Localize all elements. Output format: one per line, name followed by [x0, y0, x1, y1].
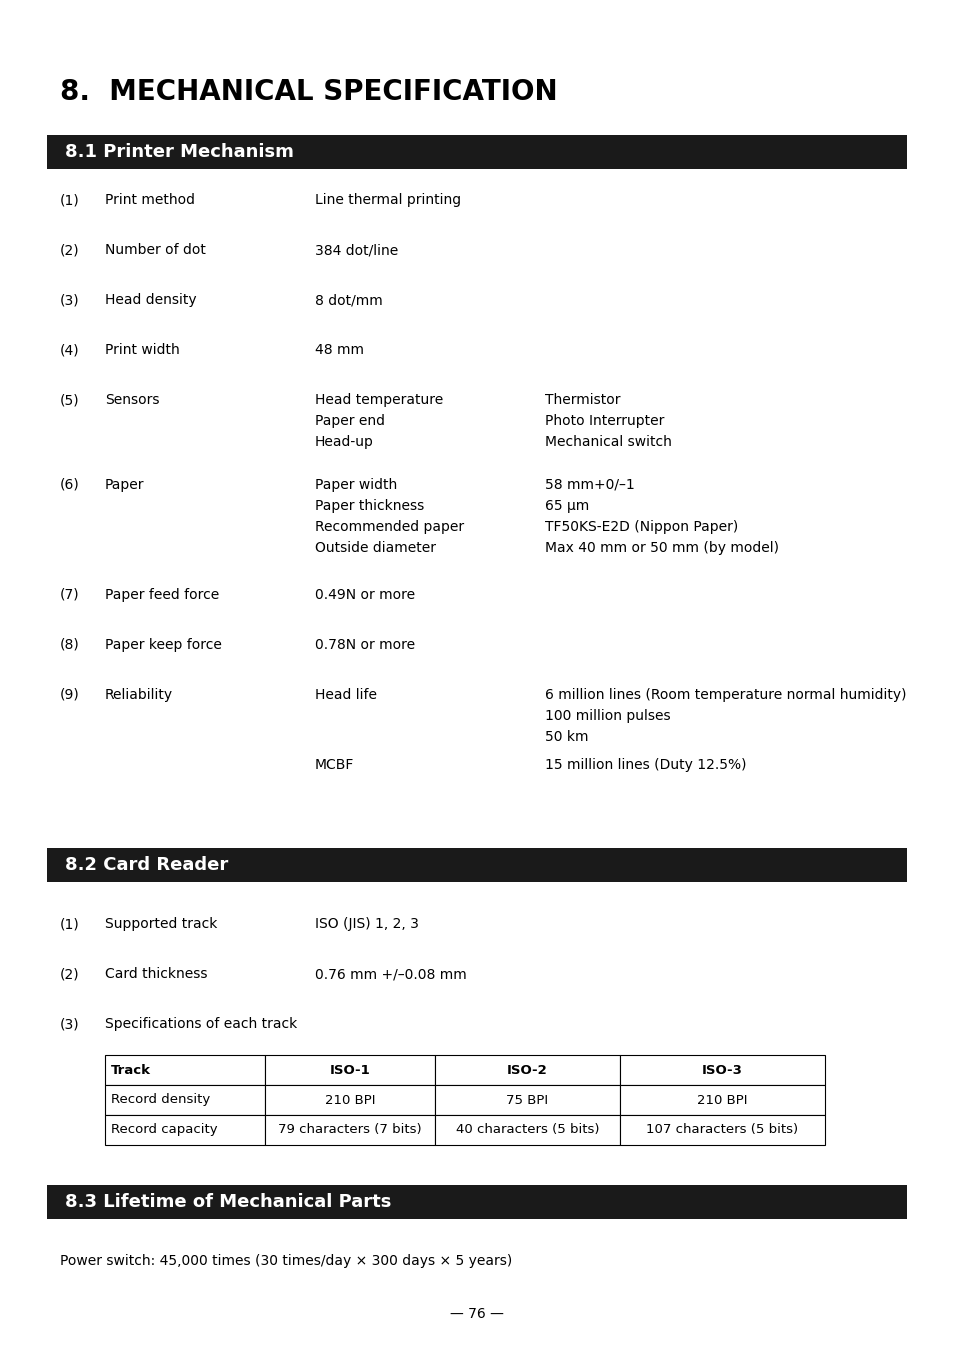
Bar — [47, 1185, 906, 1219]
Text: 8.  MECHANICAL SPECIFICATION: 8. MECHANICAL SPECIFICATION — [60, 78, 558, 105]
Text: Reliability: Reliability — [105, 688, 172, 703]
Text: 107 characters (5 bits): 107 characters (5 bits) — [646, 1124, 798, 1136]
Text: 0.78N or more: 0.78N or more — [314, 638, 415, 653]
Bar — [435, 1055, 619, 1085]
Bar — [105, 1055, 265, 1085]
Text: ISO-2: ISO-2 — [507, 1063, 547, 1077]
Text: (1): (1) — [60, 193, 80, 207]
Text: (3): (3) — [60, 1017, 79, 1031]
Bar — [619, 1115, 824, 1146]
Bar — [105, 1085, 265, 1115]
Text: (1): (1) — [60, 917, 80, 931]
Text: Print width: Print width — [105, 343, 179, 357]
Text: 384 dot/line: 384 dot/line — [314, 243, 397, 257]
Text: 8.2 Card Reader: 8.2 Card Reader — [65, 857, 228, 874]
Bar — [47, 135, 906, 169]
Text: 6 million lines (Room temperature normal humidity)
100 million pulses
50 km: 6 million lines (Room temperature normal… — [544, 688, 905, 744]
Text: (5): (5) — [60, 393, 79, 407]
Text: Sensors: Sensors — [105, 393, 159, 407]
Text: 8.1 Printer Mechanism: 8.1 Printer Mechanism — [65, 143, 294, 161]
Text: Paper keep force: Paper keep force — [105, 638, 222, 653]
Text: Number of dot: Number of dot — [105, 243, 206, 257]
Text: Specifications of each track: Specifications of each track — [105, 1017, 297, 1031]
Text: 210 BPI: 210 BPI — [697, 1093, 747, 1106]
Text: Supported track: Supported track — [105, 917, 217, 931]
Text: — 76 —: — 76 — — [450, 1306, 503, 1321]
Bar — [265, 1115, 435, 1146]
Text: 8.3 Lifetime of Mechanical Parts: 8.3 Lifetime of Mechanical Parts — [65, 1193, 391, 1210]
Bar — [47, 848, 906, 882]
Text: 0.76 mm +/–0.08 mm: 0.76 mm +/–0.08 mm — [314, 967, 466, 981]
Text: 8 dot/mm: 8 dot/mm — [314, 293, 382, 307]
Text: 75 BPI: 75 BPI — [506, 1093, 548, 1106]
Text: Paper: Paper — [105, 478, 144, 492]
Text: (3): (3) — [60, 293, 79, 307]
Text: Head density: Head density — [105, 293, 196, 307]
Bar — [435, 1085, 619, 1115]
Bar — [265, 1085, 435, 1115]
Text: 0.49N or more: 0.49N or more — [314, 588, 415, 603]
Text: 210 BPI: 210 BPI — [324, 1093, 375, 1106]
Text: Paper width
Paper thickness
Recommended paper
Outside diameter: Paper width Paper thickness Recommended … — [314, 478, 464, 555]
Text: Paper feed force: Paper feed force — [105, 588, 219, 603]
Bar — [619, 1085, 824, 1115]
Text: Head temperature
Paper end
Head-up: Head temperature Paper end Head-up — [314, 393, 443, 450]
Text: 15 million lines (Duty 12.5%): 15 million lines (Duty 12.5%) — [544, 758, 745, 771]
Text: (4): (4) — [60, 343, 79, 357]
Bar — [265, 1055, 435, 1085]
Text: MCBF: MCBF — [314, 758, 354, 771]
Text: Card thickness: Card thickness — [105, 967, 208, 981]
Bar — [435, 1115, 619, 1146]
Text: Line thermal printing: Line thermal printing — [314, 193, 460, 207]
Text: Record capacity: Record capacity — [111, 1124, 217, 1136]
Text: Track: Track — [111, 1063, 151, 1077]
Text: (6): (6) — [60, 478, 80, 492]
Text: (2): (2) — [60, 967, 79, 981]
Text: 48 mm: 48 mm — [314, 343, 364, 357]
Text: ISO-3: ISO-3 — [701, 1063, 742, 1077]
Text: ISO-1: ISO-1 — [330, 1063, 370, 1077]
Text: ISO (JIS) 1, 2, 3: ISO (JIS) 1, 2, 3 — [314, 917, 418, 931]
Text: (7): (7) — [60, 588, 79, 603]
Bar — [619, 1055, 824, 1085]
Text: Record density: Record density — [111, 1093, 210, 1106]
Text: (9): (9) — [60, 688, 80, 703]
Text: Head life: Head life — [314, 688, 376, 703]
Text: (8): (8) — [60, 638, 80, 653]
Text: 58 mm+0/–1
65 μm
TF50KS-E2D (Nippon Paper)
Max 40 mm or 50 mm (by model): 58 mm+0/–1 65 μm TF50KS-E2D (Nippon Pape… — [544, 478, 779, 555]
Text: (2): (2) — [60, 243, 79, 257]
Text: Thermistor
Photo Interrupter
Mechanical switch: Thermistor Photo Interrupter Mechanical … — [544, 393, 671, 450]
Text: Print method: Print method — [105, 193, 194, 207]
Text: 40 characters (5 bits): 40 characters (5 bits) — [456, 1124, 598, 1136]
Text: Power switch: 45,000 times (30 times/day × 300 days × 5 years): Power switch: 45,000 times (30 times/day… — [60, 1254, 512, 1269]
Text: 79 characters (7 bits): 79 characters (7 bits) — [278, 1124, 421, 1136]
Bar — [105, 1115, 265, 1146]
